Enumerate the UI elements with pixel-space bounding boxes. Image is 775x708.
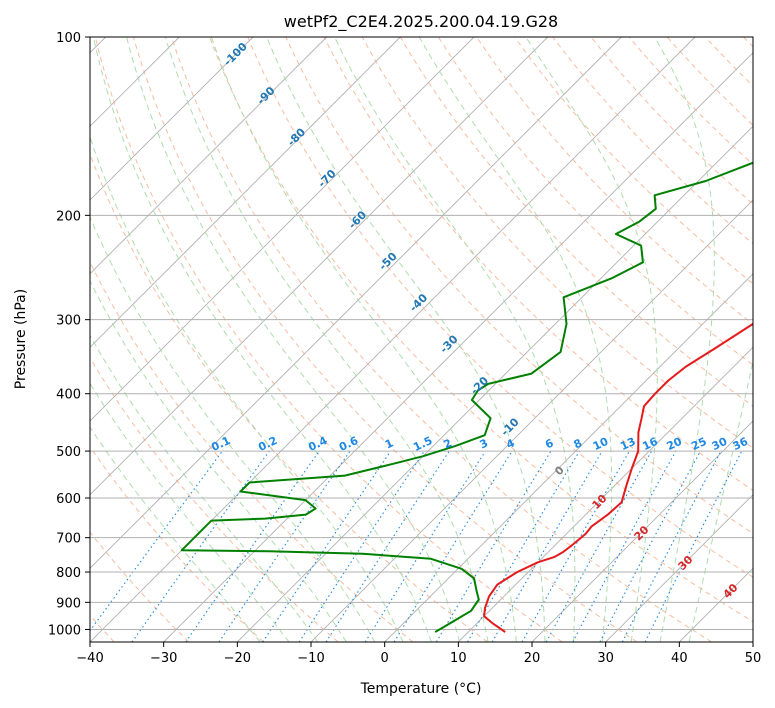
temperature-profile-line xyxy=(483,322,753,633)
mixing-ratio-line xyxy=(298,450,425,642)
y-tick-label: 200 xyxy=(56,209,81,224)
moist-adiabat-line xyxy=(654,37,715,642)
mixing-ratio-line xyxy=(262,450,392,642)
isotherm-line xyxy=(90,37,475,422)
moist-adiabat-line xyxy=(92,37,432,642)
y-tick-label: 1000 xyxy=(48,623,81,638)
mixing-ratio-line xyxy=(572,450,677,642)
x-tick-label: 10 xyxy=(450,651,467,666)
dry-adiabat-line xyxy=(361,37,753,449)
mixing-ratio-label: 16 xyxy=(640,435,660,453)
x-tick-label: 30 xyxy=(597,651,614,666)
isotherm-line xyxy=(384,273,753,642)
y-tick-label: 300 xyxy=(56,314,81,329)
y-tick-label: 900 xyxy=(56,596,81,611)
moist-adiabat-line xyxy=(334,37,576,642)
mixing-ratio-line xyxy=(185,450,320,642)
isotherm-line xyxy=(531,420,753,642)
x-tick-label: 20 xyxy=(524,651,541,666)
y-tick-label: 600 xyxy=(56,492,81,507)
mixing-ratio-label: 25 xyxy=(689,435,708,453)
moist-adiabat-line xyxy=(418,37,613,642)
mixing-ratio-label: 10 xyxy=(591,435,611,453)
dry-adiabat-line xyxy=(171,37,712,642)
plot-frame xyxy=(89,36,754,643)
moist-adiabat-line xyxy=(90,135,404,642)
y-axis: 100 200 300 400 500 600 700 800 900 1000 xyxy=(48,31,90,638)
moist-adiabat-line xyxy=(525,37,658,642)
y-tick-label: 500 xyxy=(56,445,81,460)
y-tick-label: 700 xyxy=(56,532,81,547)
dry-adiabat-line xyxy=(209,37,753,623)
isotherm-line xyxy=(90,37,254,201)
isotherm-line xyxy=(163,52,753,642)
dry-adiabat-line xyxy=(399,37,753,407)
mixing-ratio-line xyxy=(435,450,552,642)
x-tick-label: −40 xyxy=(76,651,103,666)
isotherm-line xyxy=(457,346,753,642)
x-tick-label: −10 xyxy=(297,651,324,666)
moist-adiabat-line xyxy=(266,37,546,642)
dry-adiabat-line xyxy=(90,446,264,642)
pressure-gridlines xyxy=(90,37,753,630)
mixing-ratio-line xyxy=(393,450,513,642)
dry-adiabat-line xyxy=(247,37,753,578)
moist-adiabat-line xyxy=(90,426,261,642)
y-axis-label: Pressure (hPa) xyxy=(13,289,29,389)
isotherm-line xyxy=(90,37,401,348)
mixing-ratio-label: 36 xyxy=(731,435,751,453)
moist-adiabat-line xyxy=(126,37,461,642)
y-tick-label: 400 xyxy=(56,388,81,403)
mixing-ratio-label: 13 xyxy=(618,435,637,453)
mixing-ratio-line xyxy=(467,450,580,642)
mixing-ratio-line xyxy=(325,450,450,642)
moist-adiabat-line xyxy=(90,334,319,642)
dry-adiabat-line xyxy=(90,152,488,642)
background-guides xyxy=(90,37,753,642)
mixing-ratio-line xyxy=(218,450,351,642)
y-tick-label: 100 xyxy=(56,31,81,46)
moist-adiabat-line xyxy=(688,358,753,642)
dewpoint-profile-line xyxy=(180,161,753,633)
x-axis: −40 −30 −20 −10 0 10 20 30 40 50 xyxy=(76,642,761,666)
dry-adiabat-line xyxy=(514,37,753,285)
x-tick-label: 40 xyxy=(671,651,688,666)
dry-adiabat-line xyxy=(94,37,563,642)
moist-adiabat-line xyxy=(90,382,290,642)
x-axis-label: Temperature (°C) xyxy=(360,681,482,697)
x-tick-label: 0 xyxy=(381,651,389,666)
isotherm-line xyxy=(90,37,549,496)
x-tick-label: −30 xyxy=(150,651,177,666)
moist-adiabat-line xyxy=(210,37,517,642)
isotherm-line xyxy=(605,494,753,642)
isotherm-line xyxy=(236,125,753,642)
sounding-profiles xyxy=(180,161,753,633)
dry-adiabat-line xyxy=(90,531,190,642)
x-tick-label: 50 xyxy=(745,651,762,666)
mixing-ratio-label: 30 xyxy=(710,435,730,453)
isotherm-line xyxy=(90,37,622,569)
mixing-ratio-line xyxy=(599,450,701,642)
chart-title: wetPf2_C2E4.2025.200.04.19.G28 xyxy=(284,12,558,32)
mixing-ratio-line xyxy=(364,450,486,642)
mixing-ratio-label: 20 xyxy=(665,435,685,453)
moist-adiabat-line xyxy=(90,215,376,642)
x-tick-label: −20 xyxy=(224,651,251,666)
isotherm-line xyxy=(90,37,328,275)
y-tick-label: 800 xyxy=(56,566,81,581)
